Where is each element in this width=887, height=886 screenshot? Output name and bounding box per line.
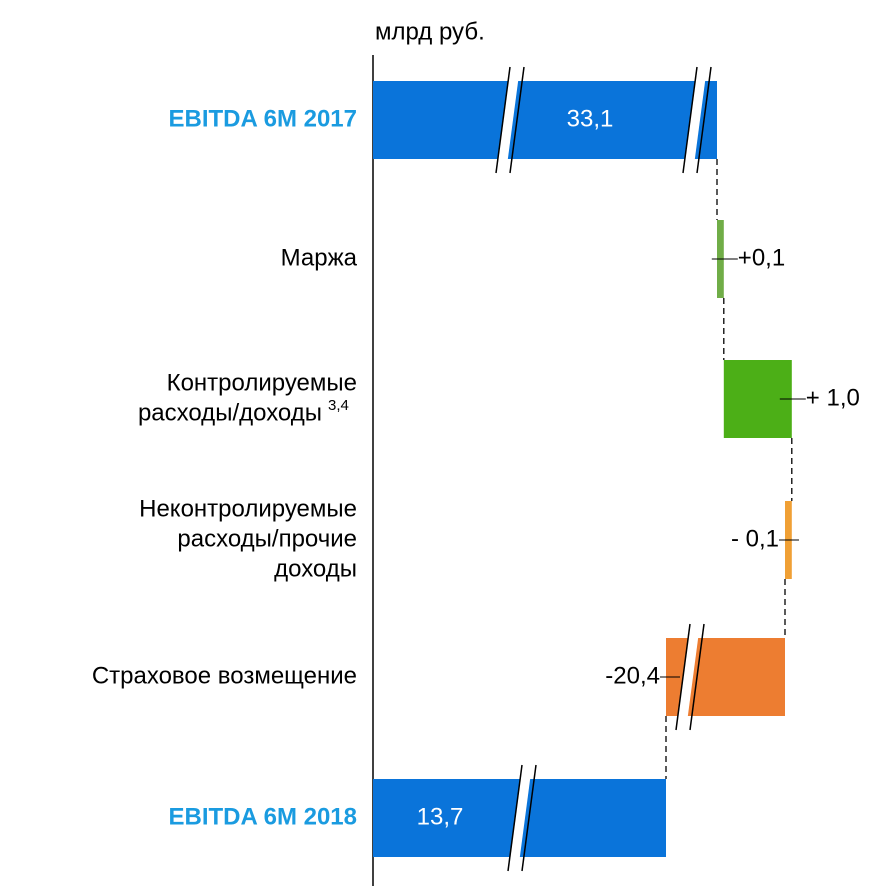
category-label: EBITDA 6M 2017 [168, 105, 357, 132]
axis-break-line [689, 623, 705, 731]
axis-break-line [495, 66, 511, 174]
axis-break-line [696, 66, 712, 174]
axis-break-line [675, 623, 691, 731]
category-label: расходы/доходы [138, 399, 322, 426]
category-label: Страховое возмещение [92, 662, 357, 689]
value-label: + 1,0 [806, 384, 860, 411]
unit-label: млрд руб. [375, 18, 485, 45]
bar [373, 81, 717, 159]
category-note: 3,4 [328, 397, 349, 414]
axis-break [508, 765, 532, 871]
value-label: - 0,1 [731, 525, 779, 552]
axis-break [683, 67, 707, 173]
category-label: EBITDA 6M 2018 [168, 803, 357, 830]
value-label: 33,1 [567, 105, 614, 132]
axis-break [676, 624, 700, 730]
category-label: Неконтролируемые [139, 495, 357, 522]
axis-break-line [521, 764, 537, 872]
value-label: -20,4 [605, 662, 660, 689]
axis-break-line [682, 66, 698, 174]
axis-break-line [507, 764, 523, 872]
category-label: Маржа [281, 244, 358, 271]
axis-break-line [509, 66, 525, 174]
value-label: +0,1 [738, 244, 785, 271]
value-label: 13,7 [417, 803, 464, 830]
category-label: расходы/прочие [177, 525, 357, 552]
category-label: Контролируемые [167, 369, 357, 396]
axis-break [496, 67, 520, 173]
category-label: доходы [274, 555, 357, 582]
